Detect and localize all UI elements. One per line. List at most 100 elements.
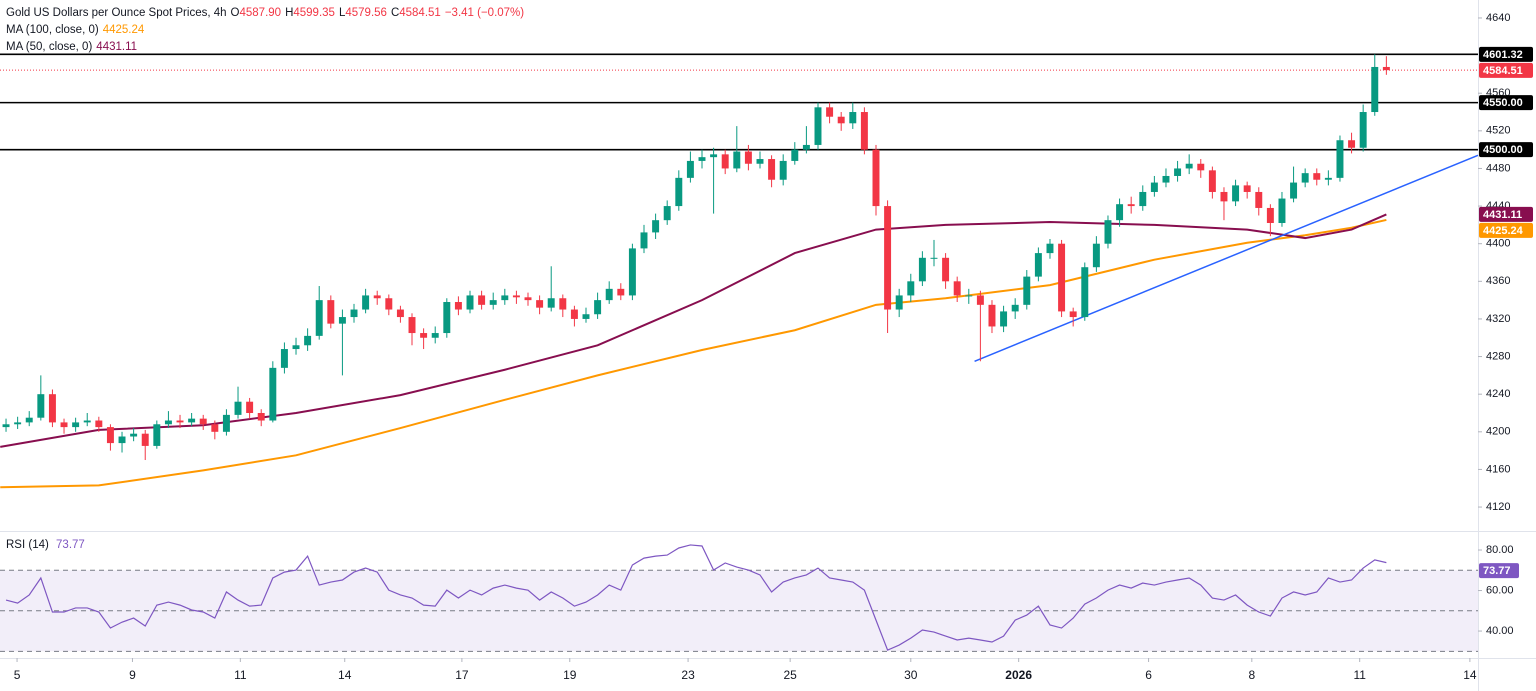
candle-body xyxy=(907,281,915,296)
candle-body xyxy=(524,297,532,301)
candle-body xyxy=(744,151,752,164)
ma-value: 4431.11 xyxy=(96,41,138,53)
price-badge-label: 4431.11 xyxy=(1483,209,1522,221)
candle-body xyxy=(1034,253,1042,277)
candle-body xyxy=(408,317,416,334)
candle-body xyxy=(234,401,242,415)
y-tick-label: 4160 xyxy=(1486,463,1510,475)
candle-body xyxy=(860,112,868,150)
x-tick-label: 6 xyxy=(1145,668,1152,682)
candle-body xyxy=(443,302,451,334)
rsi-badge-label: 73.77 xyxy=(1483,565,1511,577)
candle-body xyxy=(640,232,648,249)
candle-body xyxy=(849,112,857,124)
candle-body xyxy=(95,420,103,428)
candle-body xyxy=(686,160,694,178)
candle-body xyxy=(396,309,404,318)
candle-body xyxy=(25,417,33,423)
candle-body xyxy=(373,295,381,299)
moving-average xyxy=(0,213,1387,448)
quote-value: 4579.56 xyxy=(345,7,387,19)
candle-body xyxy=(454,302,462,310)
legend-row: MA (100, close, 0) 4425.24 xyxy=(6,22,528,39)
legend-row: Gold US Dollars per Ounce Spot Prices, 4… xyxy=(6,5,528,22)
candle-body xyxy=(60,422,68,428)
price-badge xyxy=(1479,142,1533,158)
candle-body xyxy=(1127,204,1135,207)
x-tick-label: 5 xyxy=(14,668,21,682)
y-tick-label: 4280 xyxy=(1486,350,1510,362)
candle-body xyxy=(466,295,474,310)
candle-body xyxy=(942,257,950,282)
candle-body xyxy=(710,154,718,158)
trendline xyxy=(974,154,1479,362)
candle-body xyxy=(1232,185,1240,202)
y-tick-label: 4200 xyxy=(1486,426,1510,438)
quote-value: 4584.51 xyxy=(399,7,441,19)
candle-body xyxy=(385,298,393,310)
candle-body xyxy=(1278,198,1286,224)
candle-body xyxy=(1150,182,1158,192)
candle-body xyxy=(930,257,938,259)
price-badge-label: 4550.00 xyxy=(1483,97,1523,109)
candle-body xyxy=(628,248,636,296)
quote-key: L xyxy=(338,7,346,19)
candle-body xyxy=(814,107,822,145)
candle-body xyxy=(72,422,80,428)
candle-body xyxy=(559,298,567,310)
candle-body xyxy=(1116,204,1124,221)
x-tick-label: 17 xyxy=(455,668,469,682)
candle-body xyxy=(141,433,149,446)
candle-body xyxy=(431,333,439,338)
candle-body xyxy=(768,159,776,180)
candle-body xyxy=(512,295,520,298)
candle-body xyxy=(292,345,300,350)
y-tick-label: 4120 xyxy=(1486,501,1510,513)
price-badge-label: 4500.00 xyxy=(1483,144,1523,156)
candle-body xyxy=(1174,168,1182,176)
x-tick-label: 11 xyxy=(234,668,247,682)
quote-key: H xyxy=(285,7,294,19)
candle-body xyxy=(118,436,126,444)
rsi-line xyxy=(5,544,1387,651)
candle-body xyxy=(756,159,764,164)
candle-body xyxy=(582,314,590,319)
ma-value: 4425.24 xyxy=(102,24,145,36)
candle-body xyxy=(1208,170,1216,192)
candle-body xyxy=(570,309,578,319)
quote-change: −3.41 (−0.07%) xyxy=(444,7,525,19)
candle-body xyxy=(1336,140,1344,178)
price-badge-label: 4601.32 xyxy=(1483,49,1523,61)
candle-body xyxy=(362,295,370,310)
candle-body xyxy=(779,160,787,180)
rsi-tick-label: 40.00 xyxy=(1486,625,1514,637)
candle-body xyxy=(1162,175,1170,183)
candle-body xyxy=(153,424,161,446)
candle-body xyxy=(1046,243,1054,254)
candle-body xyxy=(965,295,973,297)
candle-body xyxy=(547,298,555,308)
candle-body xyxy=(826,107,834,117)
candle-body xyxy=(176,420,184,423)
price-badge xyxy=(1479,62,1533,78)
candle-body xyxy=(1104,220,1112,244)
y-tick-label: 4480 xyxy=(1486,162,1510,174)
candle-body xyxy=(14,422,22,425)
candle-body xyxy=(872,149,880,207)
candle-body xyxy=(884,206,892,310)
y-tick-label: 4520 xyxy=(1486,125,1510,137)
price-badge xyxy=(1479,206,1533,222)
candle-body xyxy=(1359,112,1367,148)
candle-body xyxy=(1290,182,1298,199)
candle-body xyxy=(338,317,346,324)
rsi-tick-label: 60.00 xyxy=(1486,584,1514,596)
candle-body xyxy=(1324,177,1332,180)
x-tick-label: 8 xyxy=(1248,668,1255,682)
y-tick-label: 4240 xyxy=(1486,388,1510,400)
price-badge-label: 4425.24 xyxy=(1483,225,1524,237)
price-badge xyxy=(1479,95,1533,111)
candle-body xyxy=(895,295,903,310)
candle-body xyxy=(1266,207,1274,224)
quote-value: 4587.90 xyxy=(239,7,282,19)
